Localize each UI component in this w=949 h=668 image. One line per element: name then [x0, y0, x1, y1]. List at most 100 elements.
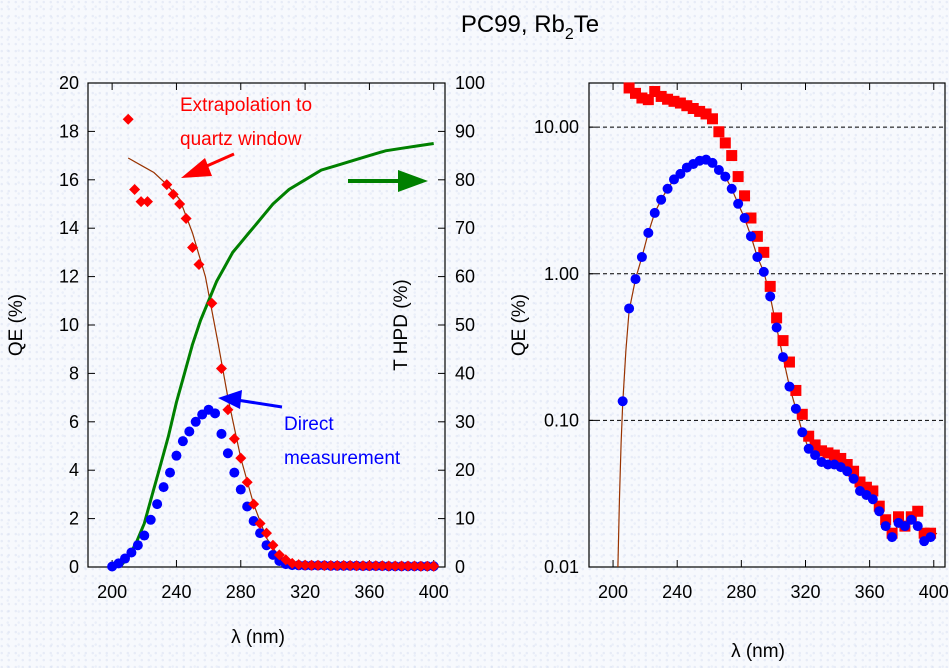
left-extrapolated-point	[370, 560, 382, 572]
right-x-tick-label: 240	[662, 582, 692, 602]
right-extrapolated-point	[777, 335, 789, 347]
left-extrapolated-point	[293, 559, 305, 571]
left-extrapolated-point	[325, 560, 337, 572]
right-y-tick-label: 0.10	[544, 410, 579, 430]
left-extrapolated-point	[222, 404, 234, 416]
left-y-tick-label: 0	[69, 557, 79, 577]
left-y2-tick-label: 40	[455, 363, 475, 383]
right-direct-point	[778, 352, 789, 363]
right-extrapolated-point	[719, 137, 731, 149]
right-extrapolated-point	[873, 500, 885, 512]
right-direct-point	[784, 381, 795, 392]
left-extrapolated-point	[415, 560, 427, 572]
left-extrapolated-point	[396, 560, 408, 572]
right-direct-point	[765, 291, 776, 302]
left-extrapolated-point	[142, 196, 153, 208]
right-extrapolated-point	[803, 430, 815, 442]
right-chart: 200 240 280 320 360 400 0.01 0.10 1.00 10.00 QE (…	[509, 82, 949, 662]
left-extrapolated-point	[273, 549, 285, 561]
left-y2-axis-label: T HPD (%)	[391, 279, 412, 370]
left-extrapolated-point	[376, 560, 388, 572]
left-chart: 200 240 280 320 360 4000246810121416182001020…	[6, 73, 485, 648]
right-direct-point	[662, 183, 673, 194]
annotation-direct-arrowhead	[218, 390, 242, 409]
annotation-extrapolation-line1: Extrapolation to	[180, 95, 312, 116]
left-y-tick-label: 14	[59, 218, 79, 238]
left-direct-point	[171, 450, 182, 461]
left-x-tick-label: 400	[419, 582, 449, 602]
left-direct-point	[216, 428, 227, 439]
left-y-tick-label: 20	[59, 73, 79, 93]
left-direct-point	[190, 416, 201, 427]
left-extrapolated-point	[261, 527, 272, 539]
left-extrapolated-point	[180, 213, 192, 225]
right-extrapolated-point	[854, 476, 866, 488]
left-direct-point	[177, 436, 188, 447]
left-y-tick-label: 18	[59, 121, 79, 141]
left-extrapolated-point	[383, 560, 395, 572]
left-series	[107, 113, 440, 572]
left-x-tick-label: 360	[354, 582, 384, 602]
left-direct-point	[255, 528, 266, 539]
right-fit-line	[617, 159, 938, 568]
right-extrapolated-point	[822, 447, 834, 459]
left-x-tick-label: 320	[290, 582, 320, 602]
left-direct-point	[210, 408, 221, 419]
right-direct-point	[797, 427, 808, 438]
left-extrapolated-point	[167, 188, 179, 200]
right-extrapolated-point	[674, 97, 686, 109]
right-extrapolated-point	[758, 246, 770, 258]
right-extrapolated-point	[918, 527, 930, 539]
left-extrapolated-point	[363, 560, 375, 572]
right-extrapolated-point	[642, 94, 654, 106]
left-y2-tick-label: 0	[455, 557, 465, 577]
right-direct-point	[790, 403, 801, 414]
annotation-direct-arrow	[236, 398, 283, 409]
right-direct-point	[733, 198, 744, 209]
left-extrapolated-point	[206, 297, 218, 309]
right-x-axis-label: λ (nm)	[731, 641, 785, 662]
left-y-tick-label: 8	[69, 363, 79, 383]
left-extrapolated-point	[428, 560, 440, 572]
left-extrapolated-point	[338, 560, 350, 572]
annotation-direct-line2: measurement	[284, 448, 401, 469]
right-direct-point	[887, 532, 898, 543]
right-y-tick-label: 10.00	[534, 117, 579, 137]
left-direct-point	[158, 482, 169, 493]
left-x-axis-label: λ (nm)	[231, 627, 285, 648]
left-axes: 200 240 280 320 360 4000246810121416182001020…	[59, 73, 485, 602]
right-direct-point	[720, 171, 731, 182]
right-direct-point	[803, 443, 814, 454]
right-extrapolated-point	[739, 190, 751, 202]
right-direct-point	[810, 450, 821, 461]
right-extrapolated-point	[783, 356, 795, 368]
right-direct-point	[617, 396, 628, 407]
left-extrapolated-point	[357, 560, 369, 572]
right-x-tick-label: 200	[598, 582, 628, 602]
right-direct-point	[656, 194, 667, 205]
left-extrapolated-point	[215, 363, 227, 375]
left-extrapolated-point	[408, 560, 420, 572]
left-direct-point	[229, 467, 240, 478]
right-extrapolated-point	[892, 511, 904, 523]
right-x-tick-label: 320	[790, 582, 820, 602]
left-direct-point	[126, 547, 137, 558]
left-extrapolated-point	[402, 560, 414, 572]
right-extrapolated-point	[694, 105, 706, 117]
right-plot-area	[588, 82, 946, 568]
left-y2-tick-label: 60	[455, 267, 475, 287]
right-extrapolated-point	[912, 505, 924, 517]
left-y-tick-label: 6	[69, 412, 79, 432]
right-y-axis-label: QE (%)	[509, 294, 530, 356]
figure-title: PC99, Rb2Te	[461, 11, 599, 43]
right-direct-point	[880, 521, 891, 532]
left-extrapolated-point	[187, 242, 199, 254]
right-direct-point	[758, 266, 769, 277]
left-extrapolated-point	[299, 559, 311, 571]
left-extrapolated-point	[235, 452, 247, 464]
left-direct-point	[132, 540, 143, 551]
annotation-extrapolation-line2: quartz window	[180, 129, 302, 150]
left-extrapolated-point	[241, 476, 253, 488]
right-extrapolated-point	[828, 449, 840, 461]
right-extrapolated-point	[764, 280, 776, 292]
